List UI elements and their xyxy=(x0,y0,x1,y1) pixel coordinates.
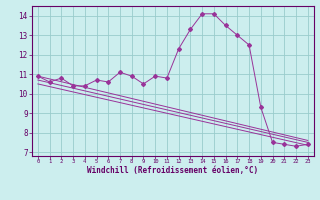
X-axis label: Windchill (Refroidissement éolien,°C): Windchill (Refroidissement éolien,°C) xyxy=(87,166,258,175)
